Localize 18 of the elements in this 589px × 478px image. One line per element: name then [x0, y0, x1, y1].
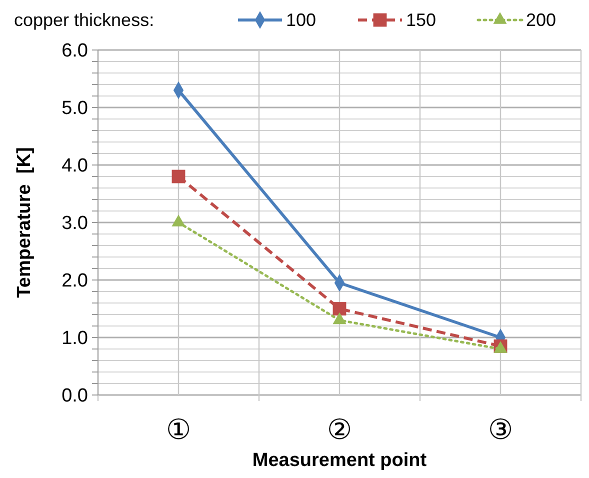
- legend-title: copper thickness:: [14, 10, 154, 30]
- y-tick-label: 5.0: [62, 98, 88, 120]
- y-tick-label: 1.0: [62, 328, 88, 350]
- y-tick-label: 6.0: [62, 40, 88, 62]
- y-tick-label: 0.0: [62, 386, 88, 407]
- legend-label: 150: [406, 10, 436, 30]
- x-tick-label: ③: [488, 412, 514, 446]
- y-tick-label: 2.0: [62, 270, 88, 292]
- point: [332, 302, 346, 316]
- legend-label: 100: [286, 10, 316, 30]
- x-tick-label: ②: [326, 412, 352, 446]
- y-tick-label: 3.0: [62, 213, 88, 234]
- point: [172, 170, 186, 184]
- x-axis-title: Measurement point: [252, 450, 428, 471]
- y-axis-title: Temperature [K]: [14, 147, 35, 298]
- legend-label: 200: [526, 10, 556, 30]
- x-tick-label: ①: [166, 412, 192, 446]
- y-tick-label: 4.0: [62, 156, 88, 177]
